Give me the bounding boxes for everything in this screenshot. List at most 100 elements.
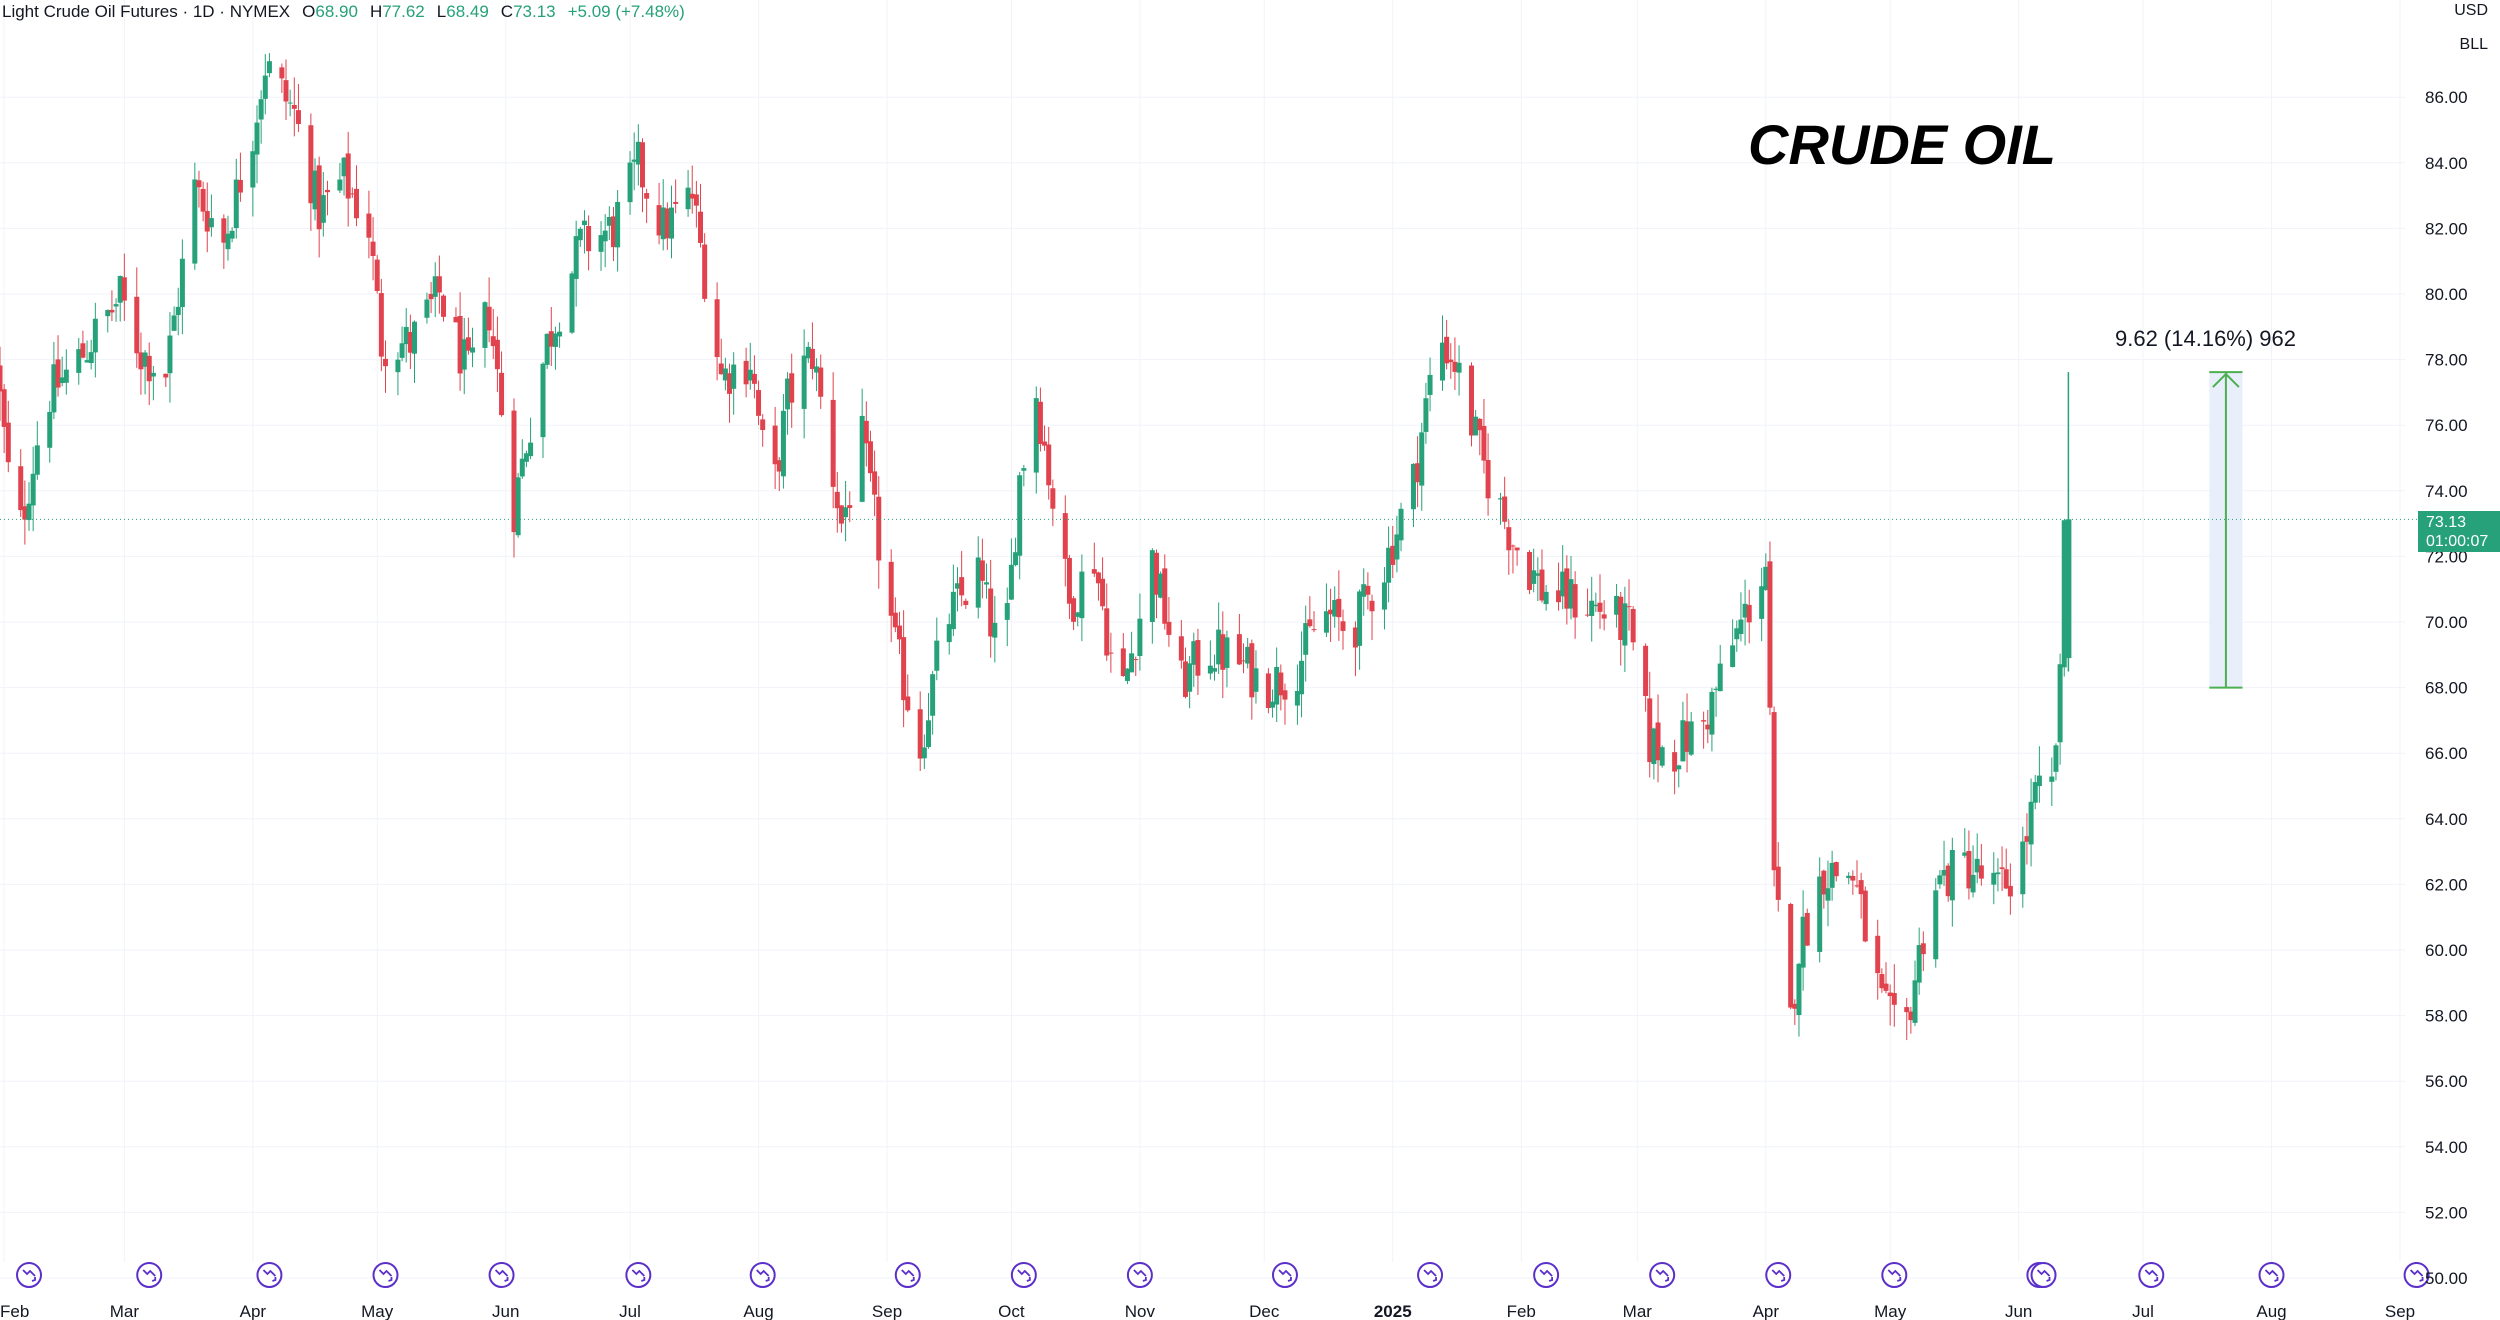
candle-body	[1004, 603, 1010, 620]
candle-body	[1904, 1007, 1910, 1013]
event-marker-icon	[1126, 1262, 1153, 1288]
event-marker-icon	[1649, 1262, 1676, 1288]
symbol-header[interactable]: Light Crude Oil Futures · 1D · NYMEX O68.…	[2, 2, 685, 22]
candle-body	[113, 304, 119, 307]
candle-body	[55, 359, 61, 388]
close-label: C	[500, 2, 514, 21]
candle-body	[834, 491, 840, 509]
candle-body	[1788, 904, 1794, 1008]
currency-label[interactable]: USD	[2454, 2, 2488, 19]
candle-body	[1046, 444, 1052, 486]
event-marker-glyph	[1423, 1269, 1437, 1282]
candle-body	[1361, 584, 1367, 597]
candle-body	[171, 315, 177, 331]
candle-body	[934, 640, 940, 671]
candle-body	[1303, 623, 1309, 655]
candle-body	[1423, 398, 1429, 432]
time-tick-label: Mar	[110, 1302, 140, 1320]
open-value: 68.90	[315, 2, 358, 21]
price-tick-label: 80.00	[2425, 285, 2468, 304]
candle-body	[1332, 599, 1338, 617]
candle-body	[1017, 475, 1023, 556]
candle-body	[573, 236, 579, 279]
candle-body	[1037, 401, 1043, 444]
candle-body	[581, 220, 587, 226]
event-marker-glyph	[1771, 1269, 1786, 1282]
candle-body	[1531, 570, 1537, 584]
price-axis[interactable]: 50.00 52.00 54.00 56.00 58.00 60.00 62.00 64.00…	[2425, 88, 2468, 1288]
candle-body	[2036, 775, 2042, 787]
candle-body	[237, 179, 243, 193]
candle-body	[262, 75, 268, 99]
candle-body	[615, 201, 621, 248]
candle-body	[30, 473, 36, 506]
event-marker-icon	[749, 1262, 776, 1288]
candle-body	[1767, 561, 1773, 708]
event-marker-circle	[2030, 1262, 2057, 1288]
candle-body	[838, 505, 844, 524]
candle-body	[1916, 945, 1922, 983]
candle-body	[1502, 496, 1508, 522]
event-marker-icon	[1765, 1262, 1792, 1288]
candle-body	[1962, 852, 1968, 856]
price-tick-label: 86.00	[2425, 88, 2468, 107]
candle-body	[2049, 776, 2055, 782]
price-range-measure[interactable]	[2209, 371, 2243, 689]
candle-body	[1444, 336, 1450, 364]
candle-body	[254, 122, 260, 155]
bar-countdown: 01:00:07	[2426, 533, 2489, 550]
candle-body	[105, 310, 111, 317]
candle-body	[1042, 441, 1048, 446]
price-tick-label: 68.00	[2425, 679, 2468, 698]
candle-body	[930, 674, 936, 716]
price-tick-label: 56.00	[2425, 1072, 2468, 1091]
candle-body	[569, 273, 575, 333]
candle-body	[428, 293, 434, 300]
event-marker-icon	[625, 1262, 652, 1288]
candle-body	[1796, 963, 1802, 1016]
candle-body	[1195, 640, 1201, 676]
candle-body	[1352, 627, 1358, 648]
overlay-title: CRUDE OIL	[1748, 113, 2056, 176]
candle-body	[1701, 720, 1707, 722]
candle-body	[316, 165, 322, 230]
candle-body	[805, 346, 811, 359]
candle-body	[901, 637, 907, 701]
candle-body	[673, 201, 679, 204]
time-axis[interactable]: Feb Mar Apr May Jun Jul Aug Sep Oct Nov Dec 2025 Feb…	[0, 1302, 2415, 1320]
candle-body	[1162, 568, 1168, 624]
symbol-name[interactable]: Light Crude Oil Futures · 1D · NYMEX	[2, 2, 291, 21]
candle-body	[1485, 460, 1491, 499]
high-label: H	[369, 2, 383, 21]
candle-body	[1560, 571, 1566, 597]
candle-body	[760, 419, 766, 430]
candle-body	[785, 378, 791, 410]
event-marker-circle	[2258, 1262, 2285, 1288]
candle-body	[1427, 374, 1433, 395]
candle-body	[1626, 606, 1632, 608]
candle-body	[1129, 653, 1135, 673]
event-marker-circle	[1271, 1262, 1298, 1288]
candle-body	[1717, 663, 1723, 692]
event-markers	[16, 1262, 2430, 1288]
price-tick-label: 50.00	[2425, 1269, 2468, 1288]
candle-body	[685, 187, 691, 210]
candle-body	[324, 189, 330, 193]
candle-body	[896, 625, 902, 640]
candle-body	[1589, 600, 1595, 616]
candle-body	[1622, 603, 1628, 646]
candle-body	[2061, 520, 2067, 668]
candle-body	[395, 359, 401, 373]
candle-body	[1817, 876, 1823, 952]
candle-body	[1995, 872, 2001, 875]
event-marker-icon	[1010, 1262, 1037, 1288]
candle-body	[258, 99, 264, 120]
candle-body	[610, 216, 616, 248]
candle-body	[1647, 698, 1653, 763]
unit-label[interactable]: BLL	[2459, 36, 2488, 53]
candle-body	[639, 142, 645, 188]
candle-body	[1941, 870, 1947, 876]
candle-body	[1182, 661, 1188, 697]
candle-body	[519, 458, 525, 477]
